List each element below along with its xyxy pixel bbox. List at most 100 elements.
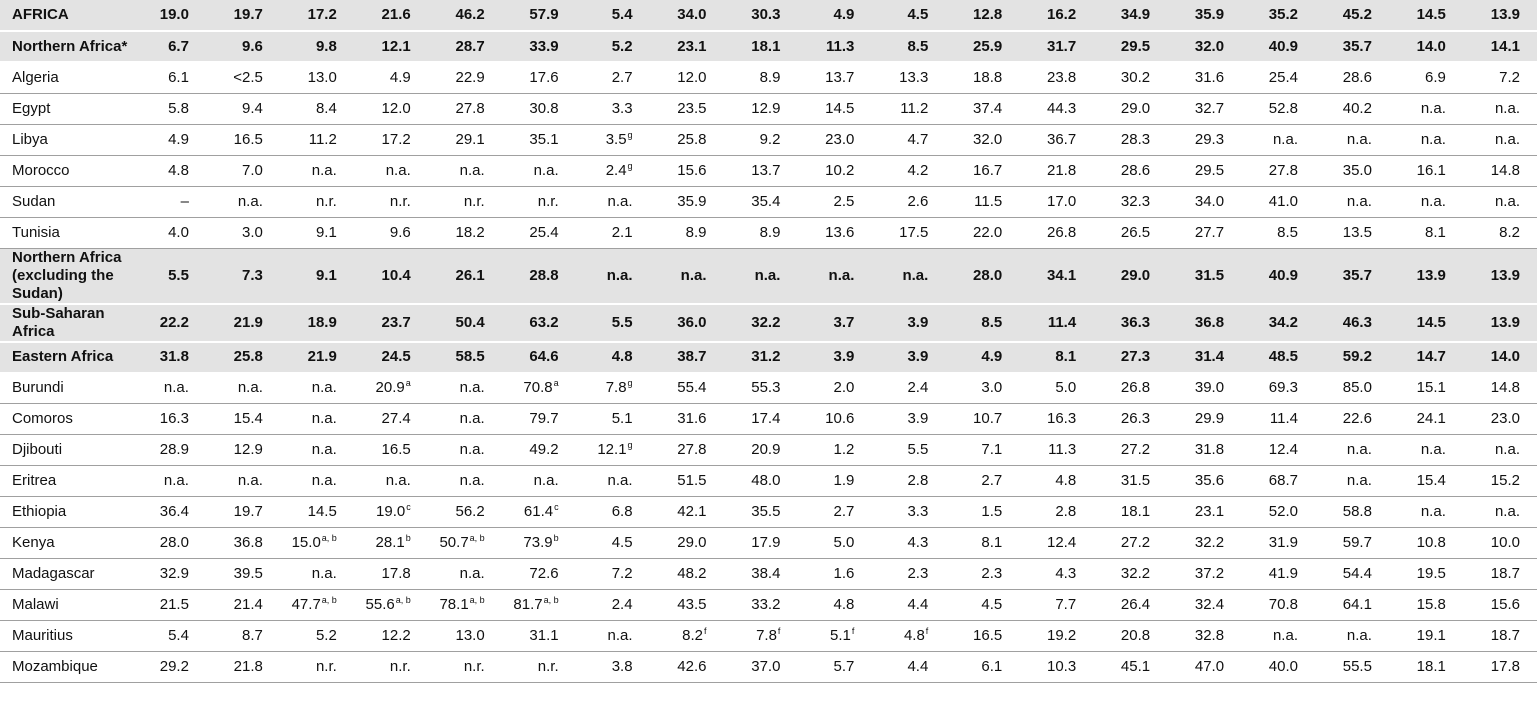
cell: 24.1 <box>1388 403 1463 435</box>
cell: 3.9 <box>871 341 946 374</box>
row-label: Tunisia <box>0 217 132 249</box>
cell: 21.9 <box>279 341 354 374</box>
cell: 10.8 <box>1388 527 1463 559</box>
row-label: Burundi <box>0 372 132 404</box>
country-row: Djibouti 28.9 12.9 n.a. 16.5 n.a. 49.2 12.1g 27.… <box>0 434 1537 466</box>
row-label: Northern Africa (excluding the Sudan) <box>0 248 132 305</box>
cell: 29.5 <box>1167 155 1242 187</box>
cell-value: 20.9 <box>375 379 405 397</box>
cell: 22.0 <box>945 217 1020 249</box>
cell: 32.9 <box>132 558 206 590</box>
row-label: Djibouti <box>0 434 132 466</box>
cell: 13.6 <box>797 217 872 249</box>
cell: 14.5 <box>1388 0 1463 32</box>
cell: 2.3 <box>871 558 946 590</box>
cell: 23.0 <box>797 124 872 156</box>
footnote-mark: a, b <box>395 595 411 605</box>
cell: 7.8g <box>575 372 650 404</box>
country-row: Ethiopia 36.4 19.7 14.5 19.0c 56.2 61.4c 6.8 42.… <box>0 496 1537 528</box>
cell: n.a. <box>1388 434 1463 466</box>
footnote-mark: a <box>553 378 559 389</box>
cell: 21.6 <box>353 0 428 32</box>
cell: 26.1 <box>427 248 502 305</box>
cell: 70.8 <box>1241 589 1315 621</box>
cell: 11.2 <box>279 124 354 156</box>
cell: n.a. <box>575 248 650 305</box>
row-label: Madagascar <box>0 558 132 590</box>
footnote-mark: c <box>406 502 411 512</box>
cell: 4.8 <box>797 589 872 621</box>
cell: 10.7 <box>945 403 1020 435</box>
cell: 2.4 <box>871 372 946 404</box>
cell: 5.8 <box>132 93 206 125</box>
cell: 35.2 <box>1241 0 1315 32</box>
cell: 15.1 <box>1388 372 1463 404</box>
cell: 17.5 <box>871 217 946 249</box>
cell: 5.7 <box>797 651 872 683</box>
cell: 25.9 <box>945 31 1020 63</box>
cell: 39.5 <box>205 558 280 590</box>
cell: 33.2 <box>723 589 798 621</box>
cell: 24.5 <box>353 341 428 374</box>
cell: 5.4 <box>132 620 206 652</box>
cell: n.a. <box>501 465 576 497</box>
cell: 31.8 <box>1167 434 1242 466</box>
cell: 15.4 <box>1388 465 1463 497</box>
cell: 17.8 <box>1462 651 1537 683</box>
cell: 29.3 <box>1167 124 1242 156</box>
cell: 27.2 <box>1093 527 1168 559</box>
cell: 31.2 <box>723 341 798 374</box>
cell: 6.9 <box>1388 62 1463 94</box>
cell: n.r. <box>427 651 502 683</box>
cell: 4.0 <box>132 217 206 249</box>
cell: 17.8 <box>353 558 428 590</box>
cell: 7.0 <box>205 155 280 187</box>
cell: 13.9 <box>1388 248 1463 305</box>
cell: 28.6 <box>1315 62 1389 94</box>
cell-value: 5.1 <box>830 627 851 644</box>
cell-value: 7.8 <box>605 379 627 397</box>
cell: 19.5 <box>1388 558 1463 590</box>
cell: 21.8 <box>1019 155 1094 187</box>
footnote-mark: g <box>627 160 633 171</box>
footnote-mark: g <box>627 378 633 389</box>
cell: 12.1 <box>353 31 428 63</box>
cell: 50.7a, b <box>427 527 502 559</box>
cell: n.r. <box>353 186 428 218</box>
cell: 12.9 <box>205 434 280 466</box>
cell: 58.8 <box>1315 496 1389 528</box>
cell: n.a. <box>279 155 354 187</box>
country-row: Sudan – n.a. n.r. n.r. n.r. n.r. n.a. 35.9 35.4 2.… <box>0 186 1537 218</box>
cell: 4.5 <box>945 589 1020 621</box>
cell: 3.3 <box>575 93 650 125</box>
cell: 41.0 <box>1241 186 1315 218</box>
cell: 36.7 <box>1019 124 1094 156</box>
cell: 36.0 <box>649 303 724 343</box>
cell-value: 78.1 <box>439 596 469 613</box>
cell-value: 3.5 <box>605 130 627 148</box>
cell: 36.8 <box>1167 303 1242 343</box>
cell: 28.8 <box>501 248 576 305</box>
cell: 13.3 <box>871 62 946 94</box>
cell: n.a. <box>279 403 354 435</box>
cell-value: 15.0 <box>291 534 321 551</box>
cell: 18.8 <box>945 62 1020 94</box>
cell: 17.2 <box>353 124 428 156</box>
cell-value: 70.8 <box>523 379 553 397</box>
cell: 23.1 <box>649 31 724 63</box>
cell: 28.6 <box>1093 155 1168 187</box>
cell: 12.4 <box>1241 434 1315 466</box>
cell: 14.8 <box>1462 155 1537 187</box>
cell: 5.0 <box>1019 372 1094 404</box>
cell: n.a. <box>279 434 354 466</box>
country-row: Tunisia 4.0 3.0 9.1 9.6 18.2 25.4 2.1 8.9 8.9 13.6… <box>0 217 1537 249</box>
cell: 14.5 <box>279 496 354 528</box>
cell: 26.8 <box>1019 217 1094 249</box>
cell: 27.2 <box>1093 434 1168 466</box>
cell: 20.9 <box>723 434 798 466</box>
cell: 4.3 <box>871 527 946 559</box>
cell: 7.8f <box>723 620 798 652</box>
cell: 14.0 <box>1462 341 1537 374</box>
cell: n.a. <box>1388 93 1463 125</box>
